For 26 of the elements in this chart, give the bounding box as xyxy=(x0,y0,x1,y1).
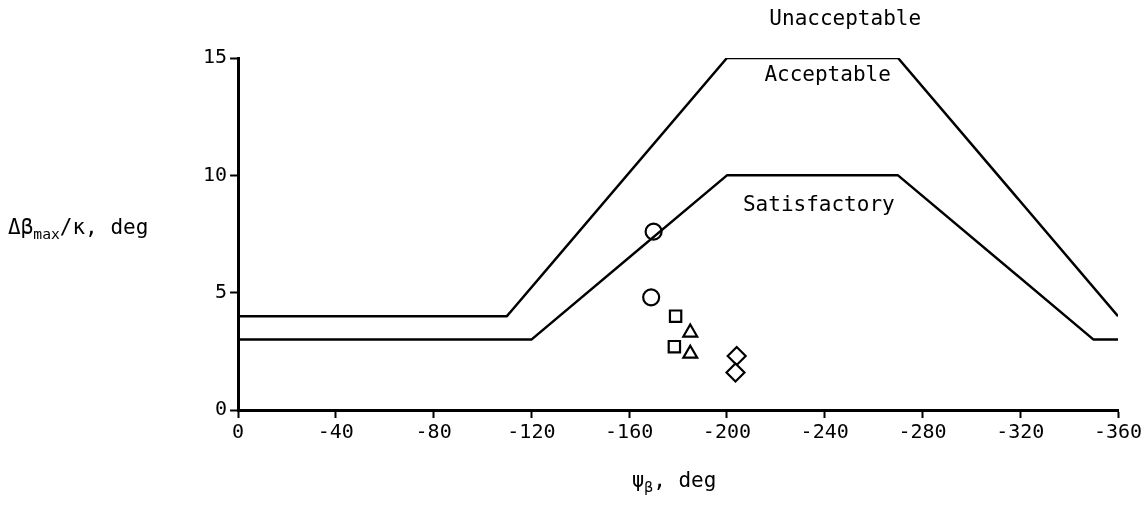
annotation: Acceptable xyxy=(764,62,891,87)
x-tick-label: -80 xyxy=(415,419,452,444)
text: Unacceptable xyxy=(769,5,922,30)
y-tick-label: 10 xyxy=(202,161,228,186)
x-tick-label: -120 xyxy=(507,419,556,444)
x-tick-label: -240 xyxy=(800,419,849,444)
y-tick-label: 0 xyxy=(215,396,228,421)
x-tick-label: -200 xyxy=(702,419,752,444)
x-tick-label: -40 xyxy=(317,419,354,444)
annotation: Satisfactory xyxy=(742,192,895,217)
point xyxy=(682,323,699,338)
y-tick-label: 15 xyxy=(202,44,228,69)
point xyxy=(642,288,661,307)
y-tick-label: 5 xyxy=(215,278,228,303)
x-tick-label: -160 xyxy=(605,419,654,444)
x-tick-label: 0 xyxy=(232,419,245,444)
x-tick-label: -280 xyxy=(898,419,947,444)
x-axis-title: ψ$_{β}$, deg xyxy=(630,468,718,496)
point xyxy=(667,339,682,354)
point xyxy=(668,309,683,323)
x-tick-label: -360 xyxy=(1093,419,1143,444)
x-tick-label: -320 xyxy=(996,419,1045,444)
point xyxy=(725,362,746,383)
y-axis-title: Δβ$_{max}$/κ, deg xyxy=(8,215,149,243)
point xyxy=(682,344,699,359)
point xyxy=(726,345,747,367)
